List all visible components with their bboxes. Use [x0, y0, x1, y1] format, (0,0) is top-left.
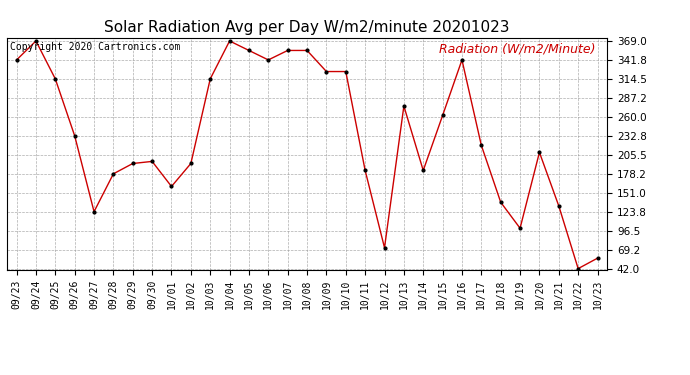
Title: Solar Radiation Avg per Day W/m2/minute 20201023: Solar Radiation Avg per Day W/m2/minute …	[104, 20, 510, 35]
Text: Copyright 2020 Cartronics.com: Copyright 2020 Cartronics.com	[10, 42, 180, 52]
Text: Radiation (W/m2/Minute): Radiation (W/m2/Minute)	[439, 42, 595, 55]
